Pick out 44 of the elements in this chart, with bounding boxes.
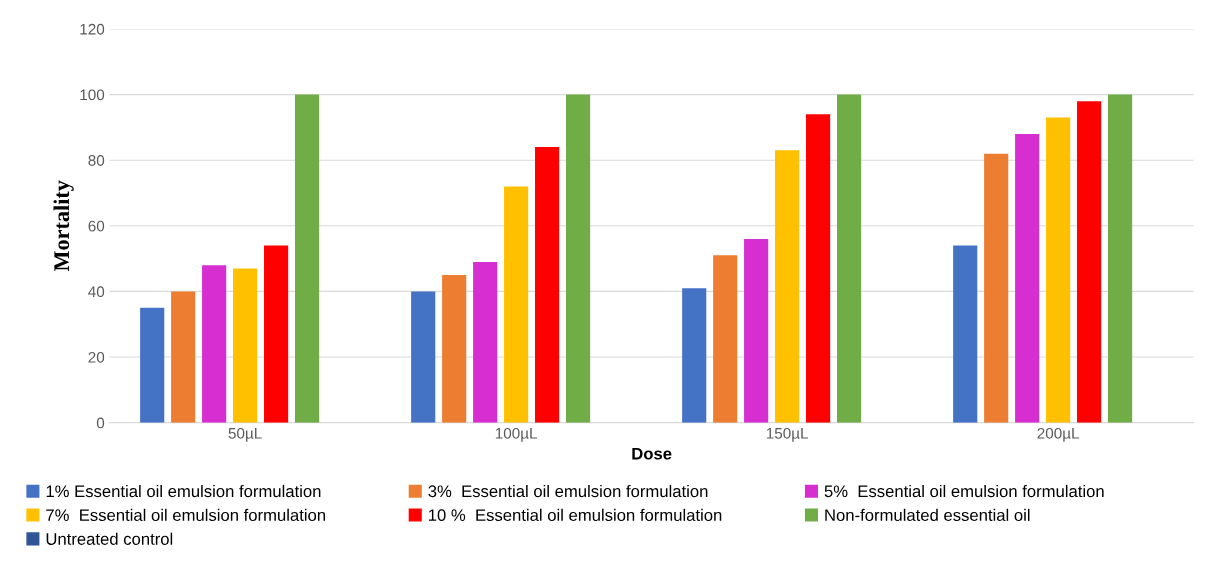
x-tick-label: 200µL (1037, 427, 1080, 442)
bar (984, 153, 1009, 423)
y-tick-label: 120 (80, 23, 105, 35)
bar (442, 275, 467, 423)
bar (682, 288, 707, 423)
legend-label: 10 % Essential oil emulsion formulation (429, 508, 722, 522)
x-tick-label: 150µL (766, 427, 809, 442)
legend-label: Untreated control (46, 532, 173, 545)
bar (202, 265, 227, 423)
y-tick-label: 20 (88, 351, 105, 363)
legend-label: 1% Essential oil emulsion formulation (46, 484, 321, 498)
legend-label: 3% Essential oil emulsion formulation (428, 484, 708, 498)
bar (837, 94, 862, 423)
y-tick-label: 0 (96, 417, 105, 429)
legend-label: Non-formulated essential oil (825, 508, 1030, 522)
bar (411, 291, 436, 423)
bar (473, 261, 498, 423)
bar (1077, 101, 1102, 423)
bar (504, 186, 529, 423)
bar (535, 147, 560, 423)
bar (744, 238, 769, 423)
bar (713, 255, 738, 423)
legend-label: 5% Essential oil emulsion formulation (824, 484, 1104, 498)
y-tick-label: 80 (88, 155, 105, 166)
bar (1108, 94, 1133, 423)
bar (140, 307, 165, 423)
y-tick-label: 100 (80, 89, 105, 101)
bar (294, 94, 320, 423)
bar (171, 291, 196, 423)
x-axis-title: Dose (632, 447, 672, 460)
y-axis-title: Mortality (53, 180, 74, 272)
x-tick-label: 50µL (228, 427, 262, 442)
bar (233, 268, 258, 423)
y-tick-label: 60 (88, 220, 105, 232)
bar (565, 94, 591, 423)
y-tick-label: 40 (88, 286, 105, 298)
bar (1046, 117, 1071, 423)
bar (264, 245, 289, 423)
legend-label: 7% Essential oil emulsion formulation (46, 508, 325, 522)
bar (775, 150, 800, 423)
bar (1015, 133, 1040, 423)
bar (806, 114, 831, 423)
x-tick-label: 100µL (495, 427, 538, 442)
bar (953, 245, 978, 423)
